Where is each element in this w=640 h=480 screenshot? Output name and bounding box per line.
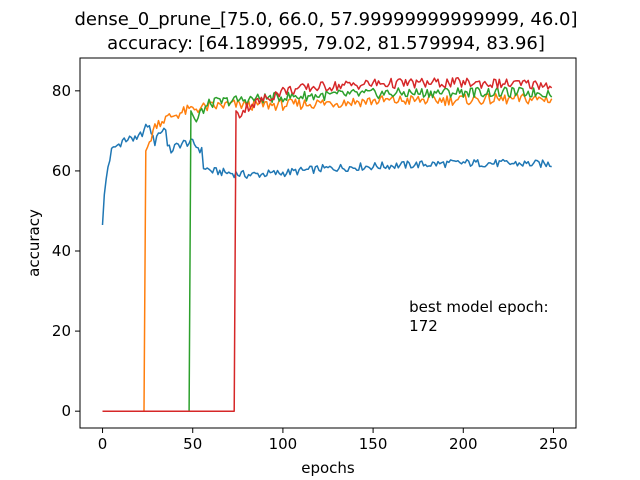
best-epoch-annotation-label: best model epoch: — [409, 298, 548, 316]
chart-title-line2: accuracy: [64.189995, 79.02, 81.579994, … — [107, 33, 545, 54]
plot-frame — [79, 57, 577, 429]
x-axis-label: epochs — [301, 459, 355, 477]
series-layer — [101, 76, 553, 412]
x-tick-label: 100 — [269, 435, 298, 453]
ticks-layer: 0 50 100 150 200 250 0 20 40 60 80 — [52, 82, 568, 453]
series-line-3 — [102, 86, 553, 412]
series-line-4 — [102, 76, 553, 412]
x-tick-label: 50 — [183, 435, 202, 453]
best-epoch-annotation-value: 172 — [409, 317, 438, 335]
x-tick-label: 200 — [449, 435, 478, 453]
y-tick-label: 40 — [52, 242, 71, 260]
series-line-1 — [101, 123, 552, 226]
series-line-2 — [102, 93, 553, 412]
y-tick-label: 0 — [61, 402, 71, 420]
x-tick-label: 250 — [539, 435, 568, 453]
y-tick-label: 60 — [52, 162, 71, 180]
x-tick-label: 150 — [359, 435, 388, 453]
y-tick-label: 80 — [52, 82, 71, 100]
y-axis-label: accuracy — [25, 209, 43, 277]
y-tick-label: 20 — [52, 322, 71, 340]
x-tick-label: 0 — [98, 435, 108, 453]
chart-title-line1: dense_0_prune_[75.0, 66.0, 57.9999999999… — [74, 9, 577, 30]
